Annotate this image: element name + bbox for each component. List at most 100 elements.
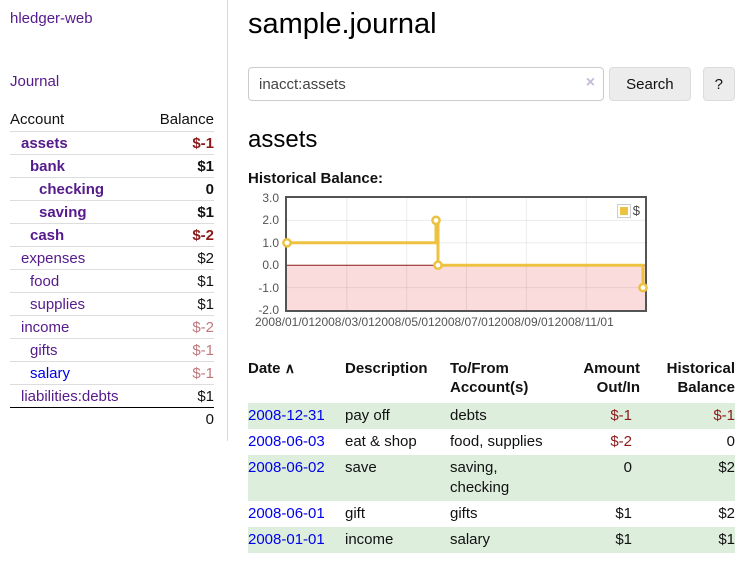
account-balance-expenses: $2 <box>146 246 214 270</box>
account-balance-bank: $1 <box>146 154 214 178</box>
account-link-gifts[interactable]: gifts <box>30 341 58 359</box>
chart-legend: $ <box>616 203 640 218</box>
app-title[interactable]: hledger-web <box>10 10 93 27</box>
account-row-gifts: gifts $-1 <box>10 338 214 362</box>
transaction-date-link[interactable]: 2008-01-01 <box>248 531 325 548</box>
account-row-income: income $-2 <box>10 315 214 339</box>
account-balance-food: $1 <box>146 269 214 293</box>
transaction-accounts: debts <box>450 407 487 424</box>
transaction-amount: $1 <box>615 505 632 522</box>
transaction-date-link[interactable]: 2008-06-03 <box>248 433 325 450</box>
header-date[interactable]: Date ∧ <box>248 360 295 377</box>
transaction-accounts: food, supplies <box>450 433 543 450</box>
transaction-accounts: salary <box>450 531 491 548</box>
account-row-saving: saving $1 <box>10 200 214 224</box>
account-link-liabilities-debts[interactable]: liabilities:debts <box>21 387 119 405</box>
account-link-expenses[interactable]: expenses <box>21 249 86 267</box>
transaction-amount: $-2 <box>610 433 632 450</box>
account-link-saving[interactable]: saving <box>39 203 87 221</box>
clear-search-icon[interactable]: × <box>585 74 596 91</box>
y-tick-label: 1.0 <box>262 236 279 250</box>
account-row-bank: bank $1 <box>10 154 214 178</box>
transaction-description: gift <box>345 505 366 522</box>
y-tick-label: -2.0 <box>258 303 279 317</box>
x-tick-label: 2008/03/01 <box>314 315 375 329</box>
account-link-income[interactable]: income <box>21 318 70 336</box>
account-row-supplies: supplies $1 <box>10 292 214 316</box>
transaction-row: 2008-01-01 income salary $1 $1 <box>248 527 735 553</box>
accounts-table: Account Balance assets $-1 bank $1 check… <box>10 109 214 431</box>
search-button[interactable]: Search <box>609 67 691 101</box>
x-tick-label: 2008/09/01 <box>494 315 555 329</box>
account-page-title: assets <box>248 126 318 153</box>
account-row-checking: checking 0 <box>10 177 214 201</box>
transaction-date-link[interactable]: 2008-06-01 <box>248 505 325 522</box>
transaction-row: 2008-12-31 pay off debts $-1 $-1 <box>248 403 735 429</box>
header-historical-balance: Historical Balance <box>666 360 735 396</box>
transaction-description: save <box>345 459 377 476</box>
account-balance-gifts: $-1 <box>146 338 214 362</box>
header-tofrom-accounts: To/From Account(s) <box>450 360 529 396</box>
negative-region <box>287 265 645 310</box>
account-balance-cash: $-2 <box>146 223 214 247</box>
account-row-salary: salary $-1 <box>10 361 214 385</box>
transaction-description: income <box>345 531 394 548</box>
sidebar: hledger-web Journal Account Balance asse… <box>0 0 228 441</box>
transaction-date-link[interactable]: 2008-12-31 <box>248 407 325 424</box>
header-description: Description <box>345 360 428 377</box>
transaction-balance: $-1 <box>713 407 735 424</box>
account-link-bank[interactable]: bank <box>30 157 66 175</box>
y-tick-label: -1.0 <box>258 281 279 295</box>
transaction-row: 2008-06-02 save saving, checking 0 $2 <box>248 455 735 501</box>
account-link-food[interactable]: food <box>30 272 60 290</box>
account-balance-supplies: $1 <box>146 292 214 316</box>
transaction-description: eat & shop <box>345 433 417 450</box>
transaction-balance: $1 <box>718 531 735 548</box>
help-button[interactable]: ? <box>702 67 735 101</box>
accounts-header-row: Account Balance <box>10 109 214 132</box>
x-tick-label: 2008/05/01 <box>374 315 435 329</box>
account-row-liabilities-debts: liabilities:debts $1 <box>10 384 214 408</box>
account-link-cash[interactable]: cash <box>30 226 65 244</box>
account-link-supplies[interactable]: supplies <box>30 295 86 313</box>
account-link-checking[interactable]: checking <box>39 180 105 198</box>
transactions-table: Date ∧ Description To/From Account(s) Am… <box>248 359 735 553</box>
chart-title: Historical Balance: <box>248 170 384 187</box>
accounts-header-balance: Balance <box>159 111 214 128</box>
accounts-total-value: 0 <box>146 407 214 431</box>
account-balance-income: $-2 <box>146 315 214 339</box>
accounts-header-account: Account <box>10 111 65 128</box>
page-title: sample.journal <box>248 8 437 40</box>
transaction-amount: 0 <box>623 459 632 476</box>
account-balance-assets: $-1 <box>146 131 214 155</box>
nav-journal-link[interactable]: Journal <box>10 73 60 90</box>
y-tick-label: 2.0 <box>262 213 279 227</box>
y-tick-label: 3.0 <box>262 191 279 205</box>
historical-balance-chart: 3.0 2.0 1.0 0.0 -1.0 -2.0 <box>248 191 648 332</box>
account-balance-salary: $-1 <box>146 361 214 385</box>
plot-area[interactable]: $ <box>282 196 648 312</box>
account-row-expenses: expenses $2 <box>10 246 214 270</box>
y-tick-label: 0.0 <box>262 258 279 272</box>
x-tick-label: 2008/07/01 <box>434 315 495 329</box>
transactions-header-row: Date ∧ Description To/From Account(s) Am… <box>248 359 735 403</box>
accounts-total-row: 0 <box>10 407 214 431</box>
account-balance-saving: $1 <box>146 200 214 224</box>
x-tick-label: 2008/11/01 <box>554 315 614 329</box>
header-amount-outin: Amount Out/In <box>583 360 640 396</box>
account-link-salary[interactable]: salary <box>30 364 71 382</box>
legend-series-label: $ <box>632 203 640 218</box>
search-form: × Search ? <box>248 67 735 101</box>
main-content: sample.journal × Search ? assets Histori… <box>248 0 735 553</box>
transaction-description: pay off <box>345 407 390 424</box>
transaction-amount: $1 <box>615 531 632 548</box>
transaction-date-link[interactable]: 2008-06-02 <box>248 459 325 476</box>
transaction-row: 2008-06-03 eat & shop food, supplies $-2… <box>248 429 735 455</box>
legend-color-swatch <box>616 203 631 218</box>
account-balance-liabilities-debts: $1 <box>146 384 214 408</box>
account-link-assets[interactable]: assets <box>21 134 68 152</box>
transaction-accounts: gifts <box>450 505 478 522</box>
sort-ascending-icon: ∧ <box>284 360 295 376</box>
search-input[interactable] <box>248 67 605 101</box>
account-row-cash: cash $-2 <box>10 223 214 247</box>
